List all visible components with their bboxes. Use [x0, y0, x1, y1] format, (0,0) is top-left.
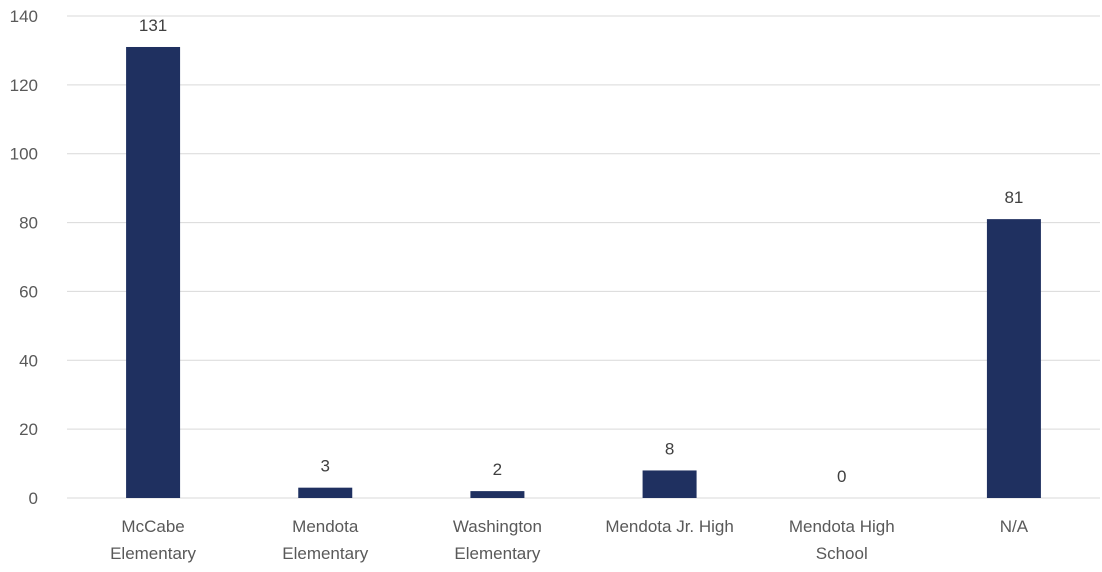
x-tick-label: N/A: [1000, 517, 1029, 536]
data-label: 81: [1004, 188, 1023, 207]
y-tick-label: 100: [10, 145, 38, 164]
y-tick-label: 20: [19, 420, 38, 439]
bar: [470, 491, 525, 498]
data-label: 131: [139, 16, 167, 35]
y-tick-label: 0: [29, 489, 38, 508]
x-tick-label: McCabe: [121, 517, 184, 536]
data-labels: 131 3 2 8 0 81: [139, 16, 1023, 486]
data-label: 0: [837, 467, 846, 486]
x-tick-label: Elementary: [454, 544, 540, 563]
x-tick-label: Mendota High: [789, 517, 895, 536]
bar: [642, 470, 697, 498]
bars: [126, 46, 1041, 498]
y-tick-label: 120: [10, 76, 38, 95]
x-tick-label: Mendota Jr. High: [605, 517, 734, 536]
y-tick-label: 40: [19, 351, 38, 370]
x-tick-label: Washington: [453, 517, 542, 536]
bar: [126, 46, 181, 498]
x-tick-label: Mendota: [292, 517, 359, 536]
x-tick-label: School: [816, 544, 868, 563]
data-label: 8: [665, 439, 674, 458]
x-tick-label: Elementary: [110, 544, 196, 563]
y-tick-label: 80: [19, 214, 38, 233]
y-axis-ticks: 0 20 40 60 80 100 120 140: [10, 7, 38, 508]
y-tick-label: 140: [10, 7, 38, 26]
bar: [986, 219, 1041, 498]
x-axis-labels: McCabe Elementary Mendota Elementary Washing…: [110, 517, 1029, 563]
y-tick-label: 60: [19, 282, 38, 301]
data-label: 2: [493, 460, 502, 479]
gridlines: [67, 15, 1100, 499]
x-tick-label: Elementary: [282, 544, 368, 563]
bar: [298, 487, 353, 498]
data-label: 3: [321, 457, 330, 476]
